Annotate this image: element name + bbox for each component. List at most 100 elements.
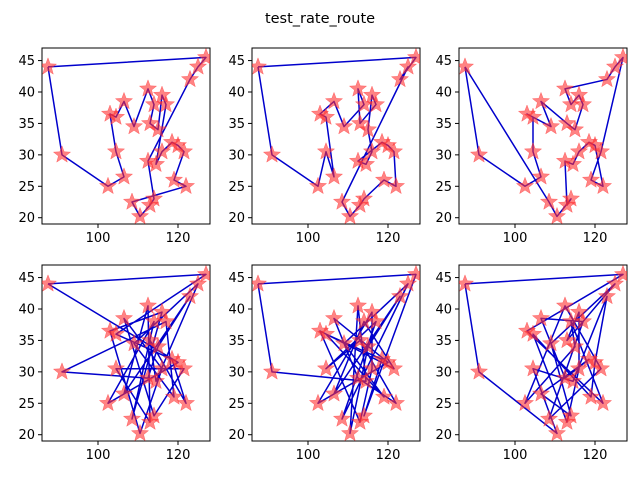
y-tick-label: 35 [435, 117, 452, 132]
city-star-marker [561, 406, 581, 424]
city-star-marker [459, 274, 475, 292]
city-star-marker [174, 358, 194, 377]
city-star-marker [122, 409, 142, 427]
y-tick-label: 20 [435, 211, 452, 226]
city-star-marker [386, 393, 406, 412]
city-star-marker [523, 358, 543, 377]
city-star-marker [555, 79, 575, 97]
city-star-marker [374, 387, 394, 405]
city-star-marker [358, 336, 378, 355]
city-star-marker [252, 57, 268, 75]
x-tick-label: 100 [296, 231, 321, 246]
city-star-marker [308, 176, 328, 195]
x-tick-label: 100 [503, 448, 528, 463]
y-tick-label: 35 [228, 117, 245, 132]
city-star-marker [334, 333, 354, 352]
city-star-marker [515, 393, 535, 412]
y-tick-label: 20 [228, 428, 245, 443]
city-star-marker [581, 387, 601, 405]
city-star-marker [597, 286, 617, 305]
city-star-marker [384, 141, 404, 160]
city-star-marker [555, 296, 575, 314]
city-star-marker [152, 302, 172, 320]
city-star-marker [52, 145, 72, 163]
y-tick-label: 30 [228, 365, 245, 380]
y-tick-label: 25 [435, 180, 452, 195]
city-star-marker [384, 358, 404, 377]
city-star-marker [114, 308, 134, 327]
x-tick-label: 100 [86, 448, 111, 463]
city-star-marker [593, 176, 613, 195]
city-star-marker [569, 302, 589, 320]
x-tick-label: 120 [376, 448, 401, 463]
city-star-marker [138, 151, 158, 169]
y-tick-label: 35 [228, 334, 245, 349]
city-star-marker [262, 145, 282, 163]
city-star-marker [180, 286, 200, 305]
city-star-marker [348, 151, 368, 169]
city-star-marker [138, 79, 158, 97]
city-star-marker [565, 336, 585, 355]
city-star-marker [156, 311, 176, 330]
plot-area [459, 48, 627, 224]
city-star-marker [555, 368, 575, 386]
city-star-marker [565, 119, 585, 138]
city-star-marker [152, 358, 172, 377]
city-star-marker [144, 189, 164, 207]
y-tick-label: 45 [228, 54, 245, 69]
city-star-marker [52, 362, 72, 380]
city-star-marker [531, 91, 551, 110]
figure-title: test_rate_route [265, 11, 375, 27]
city-star-marker [459, 57, 475, 75]
x-tick-label: 120 [166, 448, 191, 463]
plot-area [252, 48, 420, 224]
city-star-marker [148, 336, 168, 355]
city-star-marker [114, 384, 134, 402]
y-tick-label: 25 [228, 180, 245, 195]
y-tick-label: 30 [18, 365, 35, 380]
city-star-marker [180, 69, 200, 88]
x-tick-label: 100 [296, 448, 321, 463]
city-star-marker [148, 119, 168, 138]
city-star-marker [152, 141, 172, 160]
y-tick-label: 45 [435, 54, 452, 69]
city-star-marker [358, 119, 378, 138]
city-star-marker [174, 141, 194, 160]
city-star-marker [114, 91, 134, 110]
city-star-marker [547, 423, 567, 441]
city-star-marker [569, 141, 589, 160]
city-star-marker [106, 358, 126, 377]
city-star-marker [156, 94, 176, 113]
y-tick-label: 45 [228, 271, 245, 286]
city-star-marker [122, 192, 142, 210]
city-star-marker [332, 409, 352, 427]
city-star-marker [406, 265, 420, 283]
city-star-marker [144, 406, 164, 424]
city-star-marker [340, 206, 360, 224]
city-star-marker [354, 406, 374, 424]
city-star-marker [605, 57, 625, 75]
city-star-marker [138, 296, 158, 314]
city-star-marker [591, 358, 611, 377]
city-star-marker [106, 324, 126, 342]
city-star-marker [308, 393, 328, 412]
plot-area [42, 265, 210, 441]
x-tick-label: 100 [86, 231, 111, 246]
city-star-marker [398, 274, 418, 292]
y-tick-label: 20 [18, 211, 35, 226]
city-star-marker [324, 91, 344, 110]
city-star-marker [569, 358, 589, 377]
y-tick-label: 30 [435, 365, 452, 380]
city-star-marker [354, 189, 374, 207]
city-star-marker [106, 107, 126, 125]
x-tick-label: 100 [503, 231, 528, 246]
y-tick-label: 25 [18, 397, 35, 412]
city-star-marker [114, 167, 134, 185]
y-tick-label: 45 [18, 54, 35, 69]
y-tick-label: 35 [18, 117, 35, 132]
city-star-marker [152, 85, 172, 103]
y-tick-label: 40 [228, 86, 245, 101]
subplot-2: 100 120 20 25 30 35 40 45 [228, 47, 421, 246]
